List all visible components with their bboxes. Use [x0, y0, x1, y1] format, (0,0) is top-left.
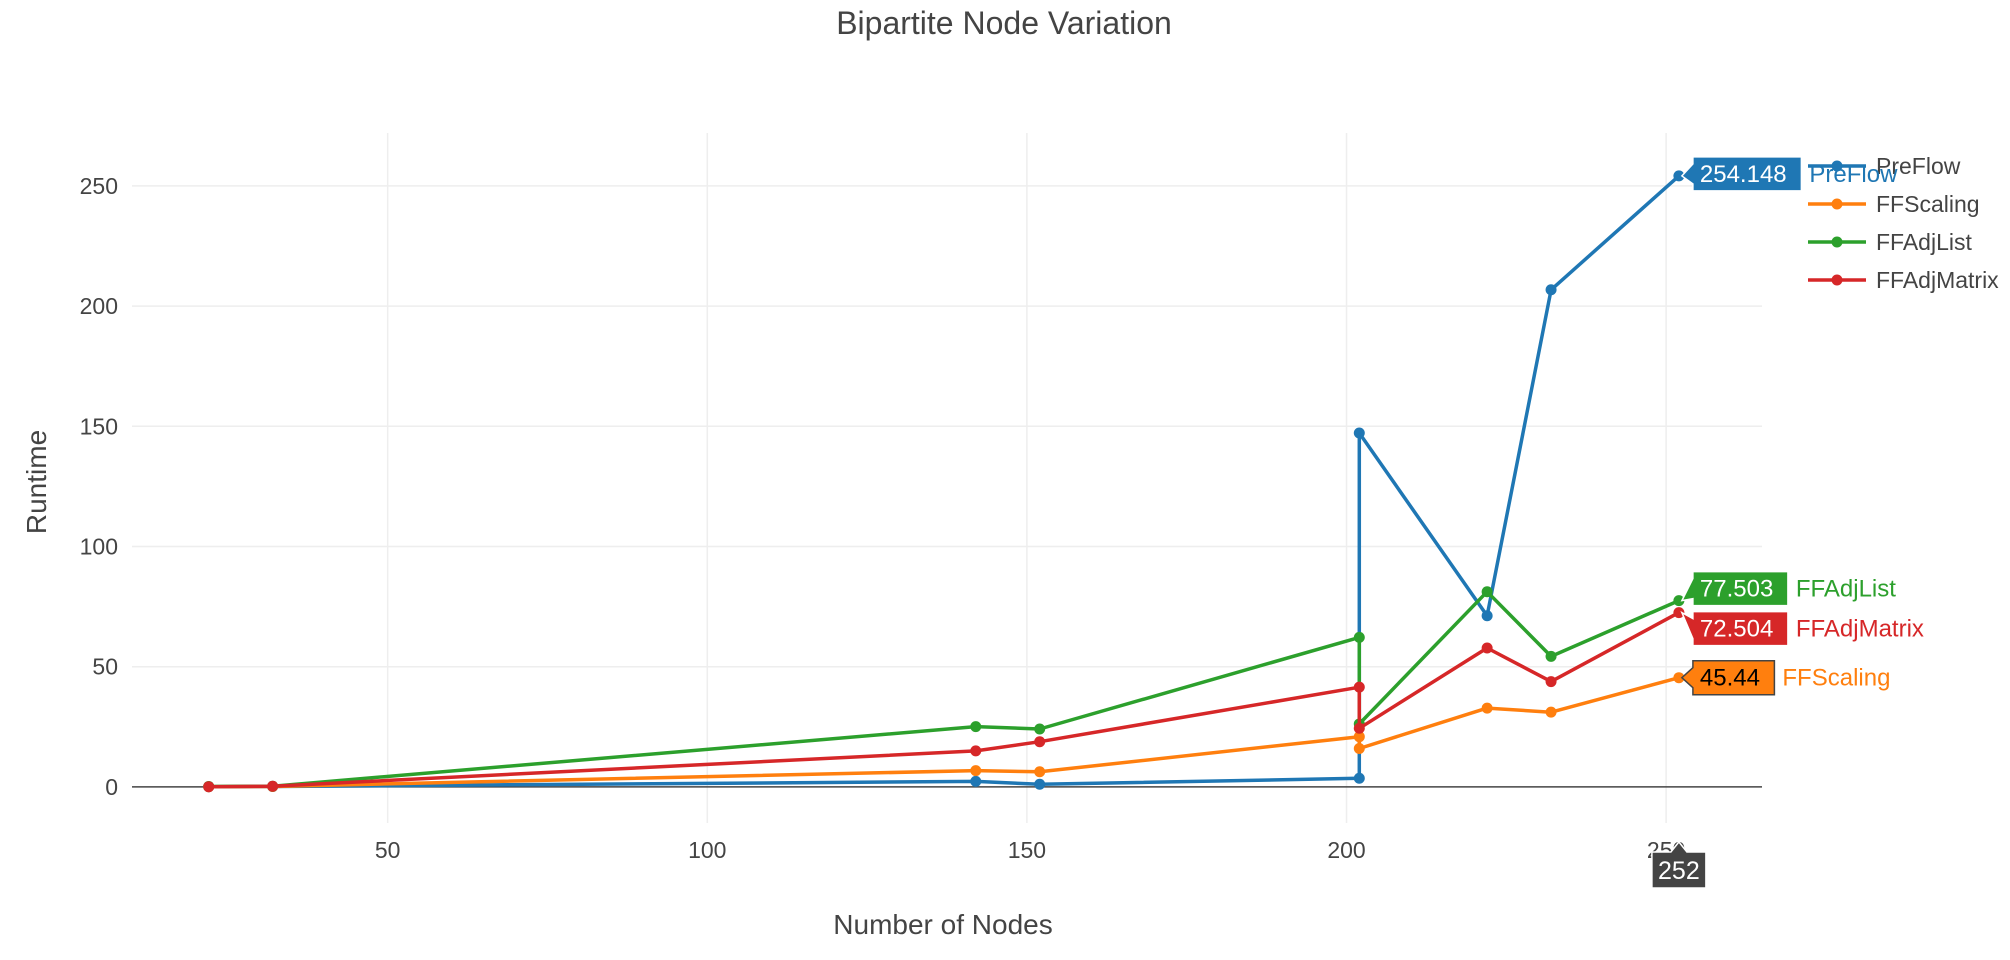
y-tick-label: 250 [80, 173, 118, 199]
grid-lines [132, 133, 1762, 823]
data-point[interactable] [970, 765, 982, 777]
y-axis-title: Runtime [21, 430, 52, 534]
data-point[interactable] [1353, 742, 1365, 754]
data-point[interactable] [1673, 607, 1685, 619]
hover-label-box [1680, 156, 1803, 192]
x-tick-label: 50 [375, 837, 401, 863]
hover-labels: 254.148 PreFlow 77.503 FFAdjList 72.504 FFAdj… [1651, 156, 1924, 889]
data-point[interactable] [970, 745, 982, 757]
series-line [208, 676, 1680, 789]
data-point[interactable] [970, 775, 982, 787]
data-point[interactable] [1545, 706, 1557, 718]
legend[interactable]: PreFlow FFScaling FFAdjList FFAdjMatrix [1808, 153, 1999, 293]
series-ffadjmatrix [203, 607, 1685, 793]
y-tick-label: 150 [80, 413, 118, 439]
hover-label-box [1680, 570, 1789, 607]
series-line [208, 589, 1680, 789]
hover-series-name: FFAdjMatrix [1796, 616, 1924, 643]
x-axis-title: Number of Nodes [833, 909, 1052, 940]
data-point[interactable] [1353, 772, 1365, 784]
hover-label-ffadjmatrix: 72.504 FFAdjMatrix [1680, 610, 1924, 647]
x-tick-label: 100 [688, 837, 726, 863]
data-point[interactable] [1673, 595, 1685, 607]
y-tick-label: 0 [105, 774, 118, 800]
legend-swatch-marker [1831, 274, 1843, 286]
legend-swatch-marker [1831, 160, 1843, 172]
data-point[interactable] [1545, 284, 1557, 296]
series-group [203, 170, 1685, 793]
legend-label: FFAdjList [1876, 229, 1972, 255]
data-point[interactable] [267, 780, 279, 792]
legend-item-preflow[interactable]: PreFlow [1808, 153, 1961, 179]
hover-x-box [1651, 840, 1707, 889]
hover-value: 45.44 [1700, 665, 1760, 692]
legend-item-ffscaling[interactable]: FFScaling [1808, 191, 1980, 217]
legend-label: FFScaling [1876, 191, 1980, 217]
hover-label-preflow: 254.148 PreFlow [1680, 156, 1898, 192]
hover-label-ffscaling: 45.44 FFScaling [1680, 659, 1890, 696]
series-ffadjlist [203, 586, 1685, 792]
series-line [208, 611, 1680, 789]
hover-label-box [1680, 610, 1789, 647]
data-point[interactable] [1034, 766, 1046, 778]
hover-series-name: FFAdjList [1796, 576, 1896, 603]
hover-label-ffadjlist: 77.503 FFAdjList [1680, 570, 1896, 607]
legend-swatch-marker [1831, 198, 1843, 210]
data-point[interactable] [203, 781, 215, 793]
hover-label-box [1680, 659, 1776, 696]
data-point[interactable] [1673, 170, 1685, 182]
legend-item-ffadjlist[interactable]: FFAdjList [1808, 229, 1972, 255]
y-tick-label: 200 [80, 293, 118, 319]
hover-value: 72.504 [1700, 616, 1773, 643]
data-point[interactable] [1481, 586, 1493, 598]
chart-title: Bipartite Node Variation [836, 5, 1172, 41]
data-point[interactable] [1034, 723, 1046, 735]
hover-value: 254.148 [1700, 161, 1787, 188]
legend-item-ffadjmatrix[interactable]: FFAdjMatrix [1808, 267, 1999, 293]
hover-x-label: 252 [1651, 840, 1707, 889]
data-point[interactable] [1353, 631, 1365, 643]
data-point[interactable] [1545, 650, 1557, 662]
data-point[interactable] [1481, 610, 1493, 622]
data-point[interactable] [1353, 722, 1365, 734]
legend-swatch-marker [1831, 236, 1843, 248]
y-tick-label: 50 [92, 654, 118, 680]
data-point[interactable] [1034, 778, 1046, 790]
legend-label: FFAdjMatrix [1876, 267, 1999, 293]
x-tick-label: 200 [1327, 837, 1365, 863]
data-point[interactable] [1353, 681, 1365, 693]
hover-x-value: 252 [1658, 857, 1700, 885]
series-preflow [203, 170, 1685, 793]
data-point[interactable] [1673, 672, 1685, 684]
data-point[interactable] [1545, 676, 1557, 688]
data-point[interactable] [1481, 642, 1493, 654]
hover-series-name: FFScaling [1782, 665, 1890, 692]
legend-label: PreFlow [1876, 153, 1961, 179]
hover-series-name: PreFlow [1809, 161, 1898, 188]
y-tick-label: 100 [80, 534, 118, 560]
data-point[interactable] [1353, 731, 1365, 743]
series-line [208, 174, 1681, 789]
x-tick-label: 150 [1008, 837, 1046, 863]
data-point[interactable] [970, 721, 982, 733]
hover-value: 77.503 [1700, 576, 1773, 603]
data-point[interactable] [1353, 427, 1365, 439]
data-point[interactable] [1481, 702, 1493, 714]
data-point[interactable] [1034, 736, 1046, 748]
